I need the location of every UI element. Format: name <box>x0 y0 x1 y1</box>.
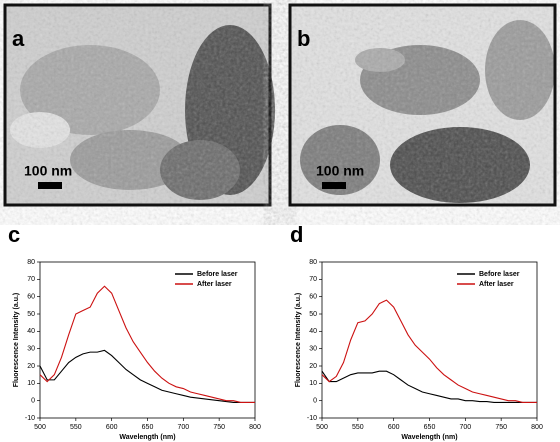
x-tick-label: 600 <box>388 424 400 431</box>
panel-label: b <box>297 26 310 51</box>
x-axis-label: Wavelength (nm) <box>401 434 457 441</box>
y-tick-label: 20 <box>309 363 317 370</box>
x-tick-label: 550 <box>352 424 364 431</box>
y-tick-label: 50 <box>27 311 35 318</box>
data-line <box>39 285 255 403</box>
y-tick-label: 10 <box>309 380 317 387</box>
y-tick-label: 70 <box>27 276 35 283</box>
y-tick-label: 0 <box>31 398 35 405</box>
scale-bar-label: 100 nm <box>24 163 72 179</box>
x-tick-label: 650 <box>424 424 436 431</box>
x-tick-label: 650 <box>142 424 154 431</box>
data-line <box>321 299 537 403</box>
y-tick-label: 30 <box>27 346 35 353</box>
y-tick-label: 80 <box>309 259 317 266</box>
x-tick-label: 700 <box>459 424 471 431</box>
x-tick-label: 500 <box>34 424 46 431</box>
scale-bar-label: 100 nm <box>316 163 364 179</box>
panel-label: a <box>12 26 25 51</box>
panel-label: c <box>8 222 20 247</box>
y-tick-label: 30 <box>309 346 317 353</box>
legend-label: After laser <box>479 281 514 288</box>
x-axis-label: Wavelength (nm) <box>119 434 175 441</box>
y-axis-label: Fluorescence Intensity (a.u.) <box>13 293 20 388</box>
y-tick-label: 60 <box>27 294 35 301</box>
x-tick-label: 550 <box>70 424 82 431</box>
legend-label: Before laser <box>197 271 238 278</box>
y-tick-label: 50 <box>309 311 317 318</box>
x-tick-label: 750 <box>495 424 507 431</box>
y-tick-label: -10 <box>25 415 35 422</box>
y-axis-label: Fluorescence Intensity (a.u.) <box>295 293 302 388</box>
y-tick-label: 60 <box>309 294 317 301</box>
x-tick-label: 700 <box>177 424 189 431</box>
panel-label: d <box>290 222 303 247</box>
x-tick-label: 800 <box>249 424 261 431</box>
x-tick-label: 800 <box>531 424 543 431</box>
y-tick-label: 70 <box>309 276 317 283</box>
y-tick-label: -10 <box>307 415 317 422</box>
y-tick-label: 40 <box>27 328 35 335</box>
y-tick-label: 0 <box>313 398 317 405</box>
x-tick-label: 750 <box>213 424 225 431</box>
y-tick-label: 40 <box>309 328 317 335</box>
tem-image-a <box>3 3 275 207</box>
legend-label: Before laser <box>479 271 520 278</box>
y-tick-label: 10 <box>27 380 35 387</box>
x-tick-label: 600 <box>106 424 118 431</box>
data-line <box>321 370 537 403</box>
x-tick-label: 500 <box>316 424 328 431</box>
tem-image-b <box>288 3 557 207</box>
y-tick-label: 80 <box>27 259 35 266</box>
y-tick-label: 20 <box>27 363 35 370</box>
legend-label: After laser <box>197 281 232 288</box>
data-line <box>39 349 255 403</box>
